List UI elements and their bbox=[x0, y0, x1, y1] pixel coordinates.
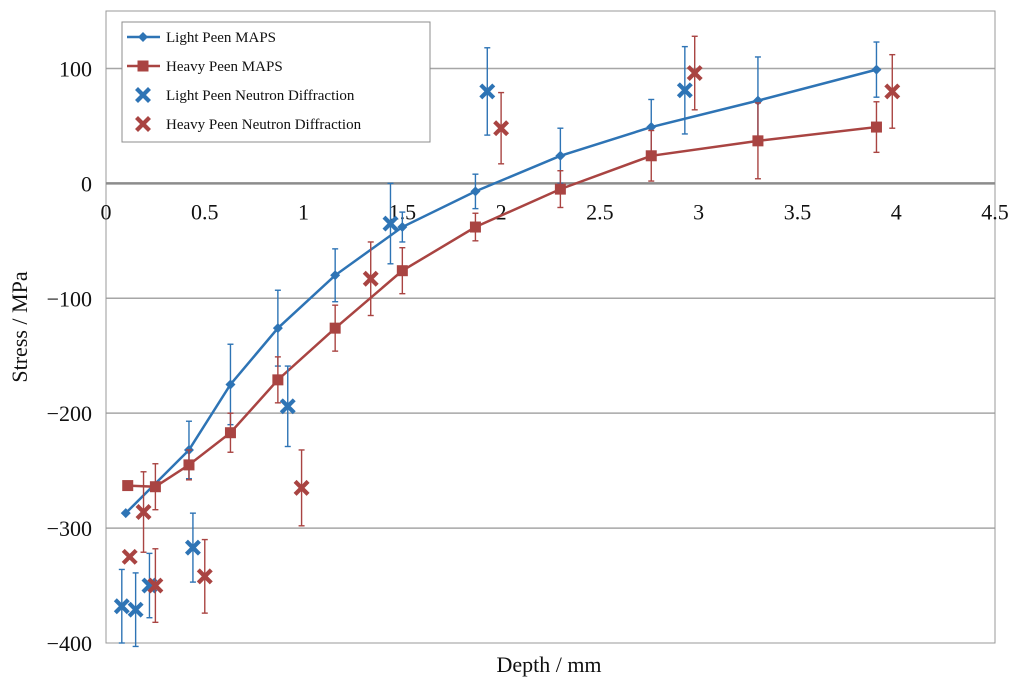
y-tick-labels: 100 0 −100 −200 −300 −400 bbox=[47, 56, 92, 656]
legend-label: Heavy Peen MAPS bbox=[166, 59, 283, 75]
data-point bbox=[224, 427, 236, 439]
legend-label: Heavy Peen Neutron Diffraction bbox=[166, 117, 362, 133]
x-tick-label: 4.5 bbox=[981, 199, 1009, 224]
legend-marker bbox=[135, 116, 151, 132]
data-point bbox=[127, 601, 144, 618]
data-series bbox=[113, 35, 901, 648]
y-tick-label: 100 bbox=[59, 56, 92, 81]
x-tick-label: 0 bbox=[101, 199, 112, 224]
data-point bbox=[149, 481, 161, 493]
data-point bbox=[113, 598, 130, 615]
series bbox=[121, 35, 901, 624]
y-tick-label: −100 bbox=[47, 286, 92, 311]
x-tick-labels: 00.511.522.533.544.5 bbox=[101, 199, 1009, 224]
x-tick-label: 4 bbox=[891, 199, 902, 224]
data-point bbox=[293, 479, 310, 496]
legend-item: Light Peen MAPS bbox=[127, 30, 276, 46]
data-point bbox=[147, 577, 164, 594]
y-axis-title: Stress / MPa bbox=[7, 271, 32, 382]
data-point bbox=[752, 135, 764, 147]
data-point bbox=[397, 222, 408, 233]
legend-label: Light Peen Neutron Diffraction bbox=[166, 88, 355, 104]
y-tick-label: −400 bbox=[47, 631, 92, 656]
legend-marker bbox=[138, 32, 148, 42]
legend-box bbox=[121, 21, 431, 143]
x-tick-label: 3 bbox=[693, 199, 704, 224]
data-point bbox=[362, 270, 379, 287]
data-point bbox=[870, 121, 882, 133]
series bbox=[120, 41, 882, 519]
data-point bbox=[183, 459, 195, 471]
data-point bbox=[329, 322, 341, 334]
series-line bbox=[127, 125, 877, 488]
data-point bbox=[646, 122, 657, 133]
legend-item: Light Peen Neutron Diffraction bbox=[135, 87, 355, 104]
x-tick-label: 1 bbox=[298, 199, 309, 224]
grid-lines bbox=[106, 67, 995, 529]
data-point bbox=[645, 150, 657, 162]
data-point bbox=[686, 65, 703, 82]
legend: Light Peen MAPS Heavy Peen MAPS Light Peen… bbox=[121, 21, 431, 143]
x-tick-label: 0.5 bbox=[191, 199, 219, 224]
legend-item: Heavy Peen Neutron Diffraction bbox=[135, 116, 362, 133]
data-point bbox=[330, 270, 341, 281]
legend-label: Light Peen MAPS bbox=[166, 30, 276, 46]
data-point bbox=[121, 548, 138, 565]
data-point bbox=[469, 221, 481, 233]
series bbox=[113, 45, 693, 648]
data-point bbox=[493, 120, 510, 137]
data-point bbox=[382, 215, 399, 232]
data-point bbox=[884, 83, 901, 100]
x-axis-title: Depth / mm bbox=[496, 652, 601, 677]
x-tick-label: 3.5 bbox=[784, 199, 812, 224]
plot-area-frame bbox=[105, 10, 996, 644]
legend-item: Heavy Peen MAPS bbox=[127, 59, 283, 75]
data-point bbox=[479, 83, 496, 100]
data-point bbox=[135, 504, 152, 520]
y-tick-label: 0 bbox=[81, 171, 92, 196]
data-point bbox=[676, 82, 693, 99]
x-tick-label: 2.5 bbox=[586, 199, 614, 224]
legend-marker bbox=[135, 87, 151, 103]
data-point bbox=[555, 150, 566, 161]
series bbox=[122, 101, 882, 511]
y-tick-label: −300 bbox=[47, 516, 92, 541]
data-point bbox=[279, 398, 296, 415]
x-tick-label: 2 bbox=[496, 199, 507, 224]
y-tick-label: −200 bbox=[47, 401, 92, 426]
data-point bbox=[871, 64, 882, 75]
legend-marker bbox=[137, 60, 149, 72]
data-point bbox=[122, 480, 134, 492]
data-point bbox=[120, 508, 131, 519]
data-point bbox=[396, 265, 408, 277]
data-point bbox=[225, 379, 236, 390]
data-point bbox=[184, 539, 201, 556]
data-point bbox=[196, 568, 213, 585]
data-point bbox=[554, 183, 566, 195]
data-point bbox=[272, 374, 284, 386]
data-point bbox=[470, 186, 481, 197]
data-point bbox=[272, 323, 283, 334]
